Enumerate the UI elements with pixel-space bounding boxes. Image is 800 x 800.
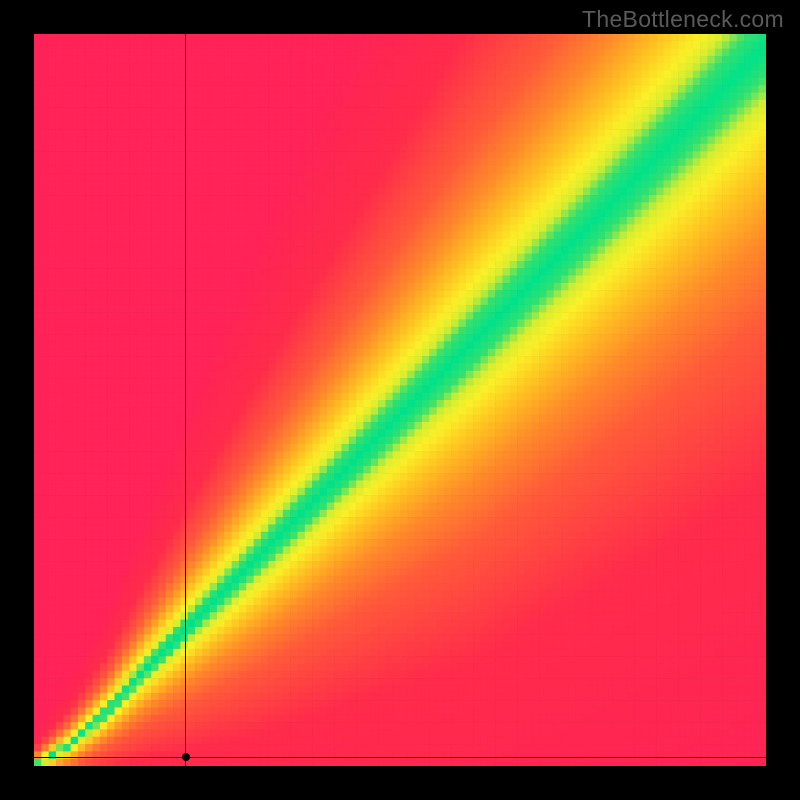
heatmap-canvas [34,34,766,766]
crosshair-horizontal [34,757,766,758]
heatmap-plot [34,34,766,766]
crosshair-vertical [185,34,186,766]
marker-dot [182,753,190,761]
watermark-text: TheBottleneck.com [582,6,784,33]
